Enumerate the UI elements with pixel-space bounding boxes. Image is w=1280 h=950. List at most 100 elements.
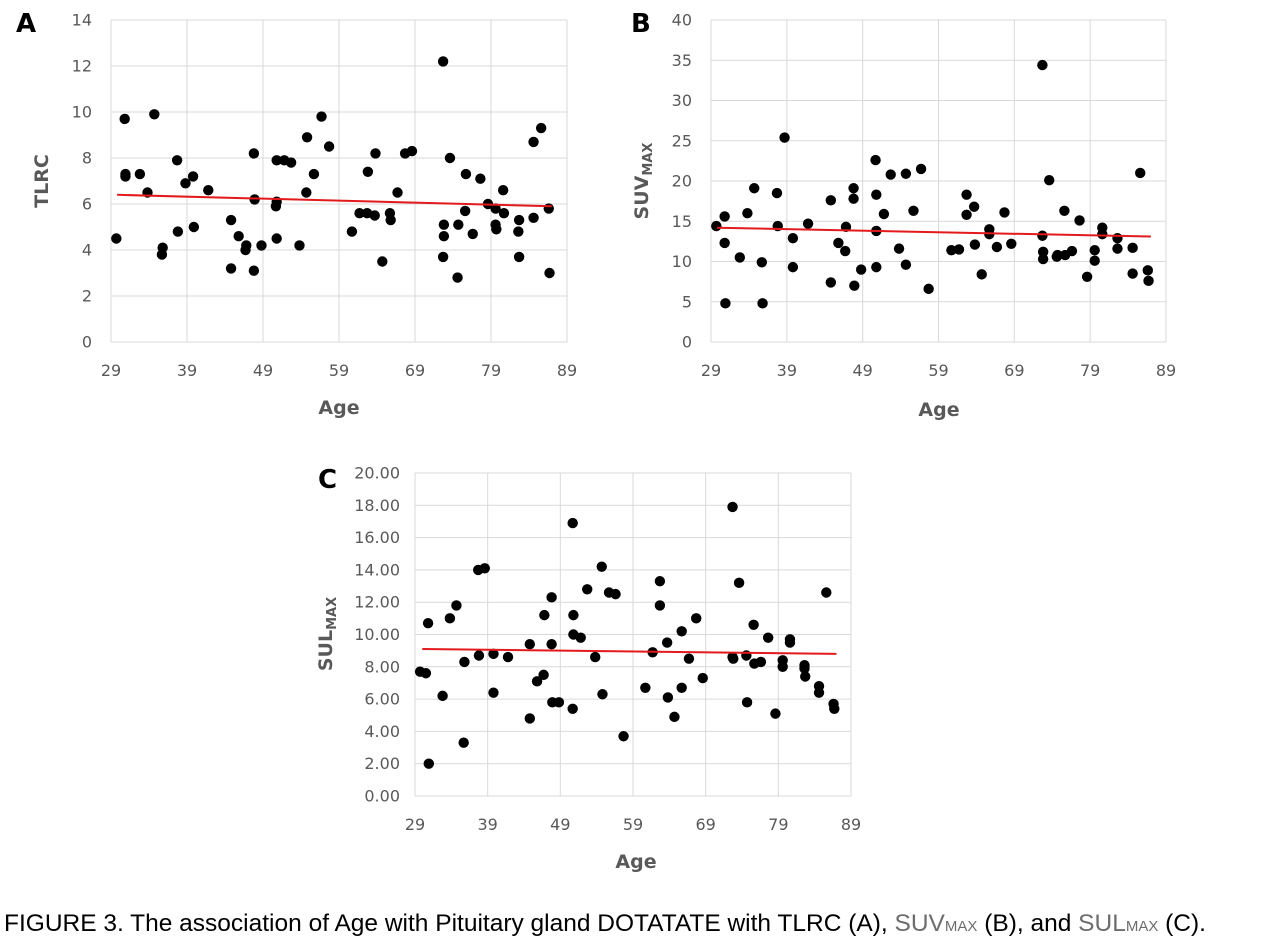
- data-point: [968, 201, 980, 212]
- data-point: [855, 264, 867, 275]
- data-point: [969, 239, 981, 250]
- data-point: [111, 233, 122, 244]
- data-point: [187, 171, 199, 182]
- data-point: [799, 663, 810, 674]
- data-point: [437, 251, 449, 263]
- data-point: [567, 517, 578, 529]
- data-point: [885, 169, 896, 180]
- data-point: [662, 692, 674, 703]
- y-tick-label: 0.00: [364, 787, 400, 806]
- data-point: [323, 141, 335, 152]
- data-point: [241, 240, 252, 251]
- data-point: [719, 211, 730, 222]
- data-point: [893, 243, 905, 254]
- x-tick-label: 49: [550, 815, 570, 834]
- data-point: [544, 267, 555, 279]
- scatter-plot-c: 0.00 2.00 4.00 6.00 8.00 10.00 12.00 14.00 16.00…: [315, 464, 861, 874]
- y-tick-label: 4.00: [364, 722, 400, 741]
- data-point: [1037, 246, 1049, 258]
- data-point: [1143, 275, 1154, 287]
- data-point: [459, 656, 470, 668]
- data-point: [1037, 59, 1048, 71]
- data-point: [610, 588, 621, 600]
- data-point: [697, 672, 708, 684]
- data-point: [453, 219, 464, 230]
- data-point: [385, 214, 396, 226]
- data-point: [285, 157, 297, 168]
- data-point: [733, 577, 745, 589]
- data-point: [976, 269, 987, 280]
- caption-suv-sub: MAX: [944, 918, 978, 935]
- data-point: [720, 298, 731, 309]
- data-point: [502, 651, 514, 663]
- y-tick-label: 6.00: [364, 690, 400, 709]
- x-tick-label: 69: [405, 361, 425, 380]
- data-point: [900, 259, 912, 270]
- y-tick-label: 0: [82, 333, 92, 352]
- data-point: [596, 561, 607, 572]
- data-point: [1089, 255, 1100, 266]
- y-axis-title: SUVMAX: [631, 143, 656, 220]
- data-point: [458, 737, 469, 748]
- y-tick-label: 18.00: [354, 496, 400, 515]
- x-axis-title: Age: [615, 851, 656, 873]
- y-tick-label: 8.00: [364, 657, 400, 676]
- data-point: [301, 132, 313, 143]
- data-point: [961, 189, 972, 200]
- figure-caption: FIGURE 3. The association of Age with Pi…: [4, 910, 1276, 938]
- x-tick-label: 89: [1156, 361, 1176, 380]
- x-tick-label: 29: [701, 361, 721, 380]
- data-point: [423, 758, 435, 769]
- y-tick-label: 16.00: [354, 528, 400, 547]
- data-point: [531, 676, 543, 687]
- x-tick-label: 39: [777, 361, 797, 380]
- data-point: [567, 703, 578, 714]
- data-point: [757, 298, 768, 309]
- x-tick-label: 59: [623, 815, 643, 834]
- x-tick-label: 89: [557, 361, 577, 380]
- chart-panel-b: 0 5 10 15 20 25 30 35 40 29 39 49 59 69 79 89 B Age SUVMAX: [631, 9, 1176, 421]
- data-point: [1074, 215, 1085, 226]
- data-point: [597, 689, 608, 700]
- panel-letter: C: [318, 465, 337, 495]
- data-point: [225, 214, 237, 226]
- y-tick-label: 30: [672, 91, 692, 110]
- data-point: [120, 168, 131, 180]
- data-point: [676, 626, 687, 637]
- data-point: [271, 233, 282, 244]
- data-point: [473, 650, 485, 661]
- data-point: [825, 195, 837, 206]
- data-point: [444, 613, 456, 624]
- trendline: [717, 226, 1151, 238]
- data-point: [524, 713, 536, 724]
- x-axis-title: Age: [318, 397, 359, 419]
- data-point: [438, 219, 450, 230]
- data-point: [1089, 245, 1100, 256]
- data-point: [488, 648, 499, 660]
- data-point: [460, 168, 472, 180]
- y-tick-label: 5: [682, 292, 692, 311]
- data-point: [871, 189, 882, 200]
- panel-letter: B: [631, 9, 651, 39]
- data-point: [787, 232, 799, 244]
- caption-suv: SUV: [894, 910, 945, 937]
- caption-suffix: (C).: [1158, 910, 1206, 937]
- data-point: [749, 183, 760, 194]
- panel-letter: A: [16, 9, 36, 39]
- data-point: [1006, 238, 1017, 249]
- data-point: [582, 584, 593, 595]
- data-point: [654, 576, 666, 587]
- data-point: [451, 600, 462, 611]
- data-point: [369, 210, 380, 221]
- x-tick-label: 59: [928, 361, 948, 380]
- data-point: [149, 109, 160, 120]
- data-point: [528, 136, 539, 148]
- x-tick-label: 79: [481, 361, 501, 380]
- data-point: [821, 587, 832, 598]
- data-point: [734, 252, 746, 263]
- data-point: [727, 501, 738, 513]
- data-point: [915, 163, 927, 175]
- data-point: [923, 283, 934, 295]
- data-point: [546, 638, 557, 650]
- data-point: [134, 168, 146, 180]
